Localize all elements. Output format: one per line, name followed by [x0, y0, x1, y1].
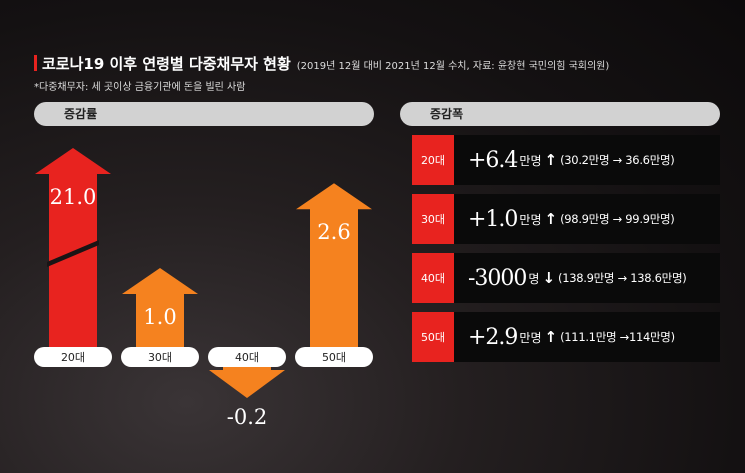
bar-arrow-40대	[209, 360, 285, 398]
up-arrow-icon: ↑	[544, 210, 558, 228]
source-note: (2019년 12월 대비 2021년 12월 수치, 자료: 윤창현 국민의힘…	[296, 61, 610, 72]
change-value: +1.0	[468, 206, 518, 232]
down-arrow-icon: ↓	[542, 269, 556, 287]
change-detail: (98.9만명 → 99.9만명)	[560, 212, 675, 226]
age-tag: 20대	[412, 135, 454, 185]
change-row-20s: 20대 +6.4 만명 ↑ (30.2만명 → 36.6만명)	[412, 135, 720, 185]
age-tag: 40대	[412, 253, 454, 303]
category-label: 40대	[235, 351, 259, 364]
title-accent-bar	[34, 55, 37, 71]
title-row: 코로나19 이후 연령별 다중채무자 현황 (2019년 12월 대비 2021년…	[34, 53, 609, 74]
change-row-30s: 30대 +1.0 만명 ↑ (98.9만명 → 99.9만명)	[412, 194, 720, 244]
axis-break-mark	[47, 240, 99, 267]
change-value: +6.4	[468, 147, 518, 173]
change-unit: 만명	[519, 330, 542, 345]
category-pill	[34, 347, 112, 367]
category-pill	[295, 347, 373, 367]
change-detail: (138.9만명 → 138.6만명)	[558, 271, 687, 285]
definition-note: *다중채무자: 세 곳이상 금융기관에 돈을 빌린 사람	[34, 82, 246, 93]
change-row-40s: 40대 -3000 명 ↓ (138.9만명 → 138.6만명)	[412, 253, 720, 303]
bar-arrow-20대	[35, 148, 111, 347]
change-detail: (111.1만명 →114만명)	[560, 330, 675, 344]
bar-arrow-50대	[296, 183, 372, 347]
rate-panel-header: 증감률	[34, 102, 374, 126]
age-tag: 30대	[412, 194, 454, 244]
category-pill	[208, 347, 286, 367]
category-label: 30대	[148, 351, 172, 364]
change-row-50s: 50대 +2.9 만명 ↑ (111.1만명 →114만명)	[412, 312, 720, 362]
change-detail: (30.2만명 → 36.6만명)	[560, 153, 675, 167]
change-unit: 명	[528, 271, 540, 286]
bar-arrow-30대	[122, 268, 198, 347]
age-tag: 50대	[412, 312, 454, 362]
bar-value-label: 2.6	[317, 220, 350, 244]
rate-panel-label: 증감률	[64, 107, 98, 121]
change-value: -3000	[468, 265, 527, 291]
change-unit: 만명	[519, 212, 542, 227]
change-panel-label: 증감폭	[430, 107, 464, 121]
category-label: 20대	[61, 351, 85, 364]
category-pill	[121, 347, 199, 367]
change-panel-header: 증감폭	[400, 102, 720, 126]
up-arrow-icon: ↑	[544, 328, 558, 346]
bar-value-label: 21.0	[50, 185, 97, 209]
page-title: 코로나19 이후 연령별 다중채무자 현황	[42, 55, 291, 73]
bar-value-label: -0.2	[227, 405, 268, 429]
change-unit: 만명	[519, 153, 542, 168]
change-value: +2.9	[468, 324, 518, 350]
category-label: 50대	[322, 351, 346, 364]
bar-value-label: 1.0	[143, 305, 176, 329]
up-arrow-icon: ↑	[544, 151, 558, 169]
